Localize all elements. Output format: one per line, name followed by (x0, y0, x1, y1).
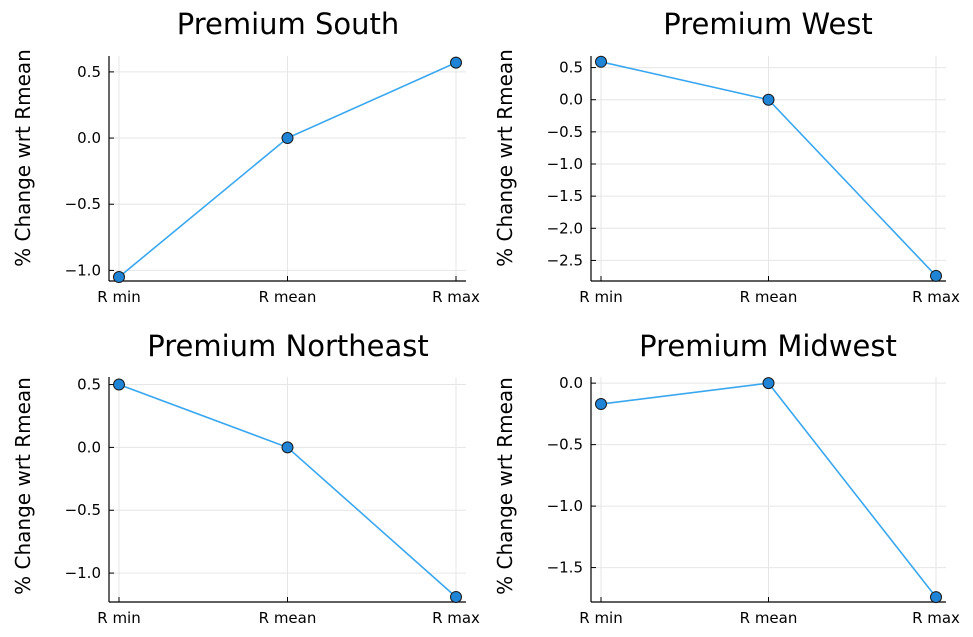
plot-area: R min R mean R max 0.5 0.0 −0.5 −1.0 (65, 56, 480, 306)
panel-title: Premium West (663, 7, 873, 41)
panel-south: Premium South % Change wrt Rmean R min R … (11, 7, 480, 306)
x-tick-label: R min (579, 609, 622, 627)
x-tick-label: R min (579, 288, 622, 306)
x-tick-label: R mean (259, 609, 317, 627)
x-tick-label: R max (912, 288, 960, 306)
y-axis-label: % Change wrt Rmean (493, 377, 517, 595)
data-point (450, 590, 462, 603)
data-point (930, 269, 942, 282)
plot-area: R min R mean R max 0.5 0.0 −0.5 −1.0 −1.5 −2.0 −2… (547, 55, 960, 306)
x-tick-label: R min (97, 288, 140, 306)
y-tick-label: 0.0 (559, 91, 583, 109)
x-tick-label: R max (432, 609, 480, 627)
y-tick-label: −2.0 (547, 219, 583, 237)
x-tick-label: R mean (740, 609, 798, 627)
y-tick-label: 0.5 (559, 59, 583, 77)
y-tick-label: −2.5 (547, 251, 583, 269)
y-tick-label: 0.0 (77, 129, 101, 147)
x-tick-label: R mean (740, 288, 798, 306)
data-point (595, 398, 607, 411)
panel-northeast: Premium Northeast % Change wrt Rmean R m… (11, 329, 480, 627)
y-tick-label: −0.5 (547, 436, 583, 454)
y-axis-label: % Change wrt Rmean (11, 377, 35, 595)
y-tick-label: −1.5 (547, 187, 583, 205)
data-point (930, 591, 942, 604)
y-tick-label: −1.0 (65, 261, 101, 279)
x-tick-label: R mean (259, 288, 317, 306)
x-tick-label: R max (432, 288, 480, 306)
data-point (450, 56, 462, 69)
y-tick-label: −1.0 (547, 497, 583, 515)
x-tick-label: R max (912, 609, 960, 627)
y-tick-label: −1.0 (65, 564, 101, 582)
y-axis-label: % Change wrt Rmean (493, 49, 517, 267)
panel-title: Premium South (177, 7, 400, 41)
y-axis-label: % Change wrt Rmean (11, 49, 35, 267)
plot-area: R min R mean R max 0.5 0.0 −0.5 −1.0 (65, 376, 480, 627)
data-point (595, 55, 607, 68)
y-tick-label: 0.5 (77, 376, 101, 394)
data-point (113, 271, 125, 284)
panel-midwest: Premium Midwest % Change wrt Rmean R min… (493, 329, 960, 627)
plot-area: R min R mean R max 0.0 −0.5 −1.0 −1.5 (547, 374, 960, 627)
panel-title: Premium Midwest (639, 329, 897, 363)
x-tick-label: R min (97, 609, 140, 627)
data-point (281, 132, 294, 145)
y-tick-label: −1.5 (547, 559, 583, 577)
y-tick-label: 0.0 (559, 374, 583, 392)
y-tick-label: −1.0 (547, 155, 583, 173)
data-point (762, 377, 775, 390)
data-point (281, 441, 294, 454)
data-point (113, 378, 125, 391)
panel-title: Premium Northeast (147, 329, 428, 363)
y-tick-label: 0.5 (77, 63, 101, 81)
y-tick-label: −0.5 (547, 123, 583, 141)
y-tick-label: 0.0 (77, 438, 101, 456)
y-tick-label: −0.5 (65, 501, 101, 519)
y-tick-label: −0.5 (65, 195, 101, 213)
data-point (762, 93, 775, 106)
panel-west: Premium West % Change wrt Rmean R min R m… (493, 7, 960, 306)
